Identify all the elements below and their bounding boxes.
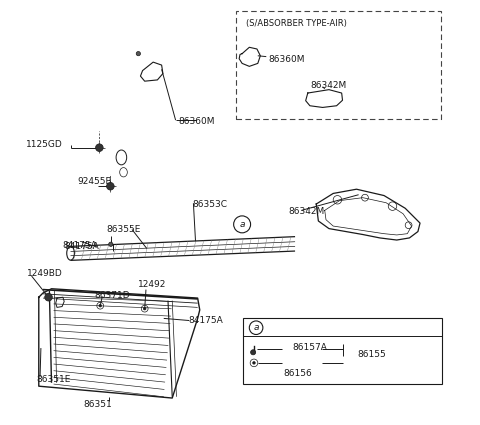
Text: 86156: 86156: [284, 369, 312, 378]
Text: 1125GD: 1125GD: [26, 140, 63, 149]
Circle shape: [108, 242, 113, 246]
Text: a: a: [240, 220, 245, 229]
Circle shape: [251, 350, 256, 355]
Circle shape: [252, 362, 255, 364]
Circle shape: [144, 307, 146, 310]
Text: 86371D: 86371D: [95, 292, 131, 300]
Text: 84175A: 84175A: [64, 242, 99, 251]
Text: 86355E: 86355E: [107, 225, 141, 234]
Circle shape: [96, 144, 103, 151]
Circle shape: [136, 51, 141, 56]
Text: 1249BD: 1249BD: [27, 269, 63, 278]
Text: (S/ABSORBER TYPE-AIR): (S/ABSORBER TYPE-AIR): [246, 20, 347, 28]
Text: 86360M: 86360M: [179, 117, 215, 126]
Text: 86157A: 86157A: [292, 343, 327, 352]
Text: 84175A: 84175A: [62, 241, 97, 249]
Text: 84175A: 84175A: [188, 316, 223, 325]
Text: 86360M: 86360M: [269, 55, 305, 64]
Text: 86353C: 86353C: [192, 199, 228, 209]
Text: 86351: 86351: [83, 400, 112, 409]
Text: 86351E: 86351E: [36, 375, 71, 384]
Circle shape: [107, 182, 114, 190]
Text: a: a: [253, 323, 259, 332]
Text: 86155: 86155: [358, 350, 386, 359]
Circle shape: [99, 304, 101, 307]
Text: 86342M: 86342M: [311, 81, 347, 91]
Text: 92455B: 92455B: [77, 177, 111, 186]
Text: 12492: 12492: [138, 280, 167, 289]
Circle shape: [45, 293, 52, 301]
Text: 86342M: 86342M: [288, 207, 325, 216]
